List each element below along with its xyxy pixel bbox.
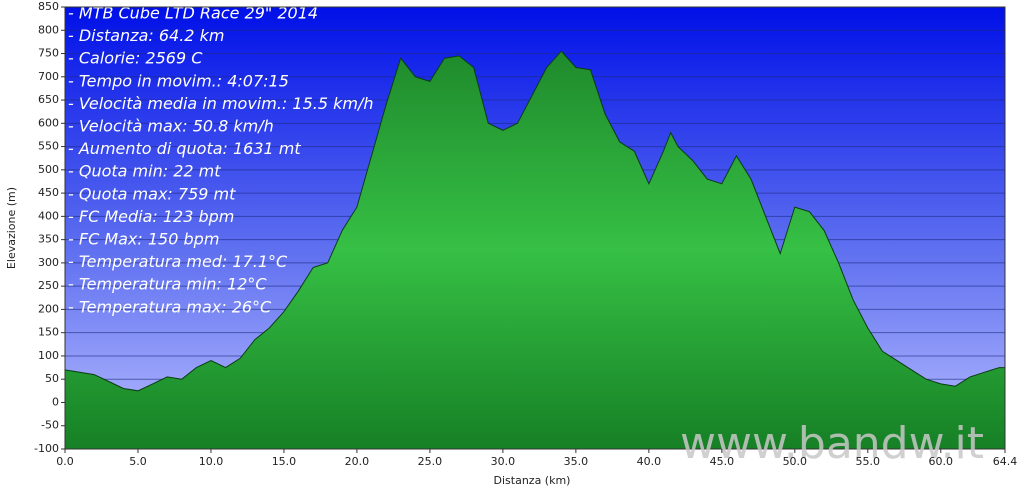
y-tick-label: 250 — [38, 279, 59, 292]
y-tick-label: -100 — [34, 442, 59, 455]
y-tick-label: 600 — [38, 116, 59, 129]
x-tick-label: 64.4 — [993, 455, 1018, 468]
x-tick-label: 5.0 — [129, 455, 147, 468]
x-tick-label: 50.0 — [783, 455, 808, 468]
annotation: - Temperatura med: 17.1°C — [68, 252, 288, 271]
x-tick-label: 15.0 — [272, 455, 297, 468]
x-tick-label: 25.0 — [418, 455, 443, 468]
x-tick-label: 60.0 — [929, 455, 954, 468]
y-tick-label: 200 — [38, 302, 59, 315]
x-axis-label: Distanza (km) — [494, 474, 571, 487]
annotation: - Velocità media in movim.: 15.5 km/h — [68, 94, 373, 113]
annotation: - FC Max: 150 bpm — [68, 230, 219, 249]
watermark: www.bandw.it — [680, 418, 984, 469]
y-tick-label: 0 — [52, 395, 59, 408]
y-tick-label: 750 — [38, 47, 59, 60]
y-tick-label: 150 — [38, 326, 59, 339]
annotation: - Temperatura min: 12°C — [68, 275, 267, 294]
x-tick-label: 30.0 — [491, 455, 516, 468]
annotation: - Temperatura max: 26°C — [68, 297, 272, 316]
annotation: - Tempo in movim.: 4:07:15 — [68, 71, 289, 90]
x-tick-label: 20.0 — [345, 455, 370, 468]
annotation: - Aumento di quota: 1631 mt — [68, 139, 301, 158]
annotation: - Quota max: 759 mt — [68, 184, 236, 203]
y-tick-label: -50 — [41, 419, 59, 432]
x-tick-label: 35.0 — [564, 455, 589, 468]
y-tick-label: 300 — [38, 256, 59, 269]
y-tick-label: 50 — [45, 372, 59, 385]
plot-frame — [64, 6, 1006, 450]
y-tick-label: 700 — [38, 70, 59, 83]
y-tick-label: 100 — [38, 349, 59, 362]
y-tick-label: 550 — [38, 140, 59, 153]
y-tick-label: 850 — [38, 0, 59, 13]
y-tick-label: 450 — [38, 186, 59, 199]
y-tick-label: 800 — [38, 23, 59, 36]
y-tick-label: 400 — [38, 209, 59, 222]
y-tick-label: 350 — [38, 233, 59, 246]
y-tick-label: 500 — [38, 163, 59, 176]
annotation: - Distanza: 64.2 km — [68, 26, 224, 45]
x-tick-label: 0.0 — [56, 455, 74, 468]
x-tick-label: 40.0 — [637, 455, 662, 468]
annotation: - MTB Cube LTD Race 29" 2014 — [68, 4, 318, 23]
x-tick-label: 10.0 — [199, 455, 224, 468]
elevation-area — [64, 50, 1006, 450]
annotation: - Quota min: 22 mt — [68, 162, 221, 181]
x-tick-label: 45.0 — [710, 455, 735, 468]
annotation: - Velocità max: 50.8 km/h — [68, 117, 274, 136]
x-tick-label: 55.0 — [856, 455, 881, 468]
annotation: - FC Media: 123 bpm — [68, 207, 234, 226]
y-tick-label: 650 — [38, 93, 59, 106]
annotation: - Calorie: 2569 C — [68, 49, 203, 68]
y-axis-label: Elevazione (m) — [5, 187, 18, 269]
